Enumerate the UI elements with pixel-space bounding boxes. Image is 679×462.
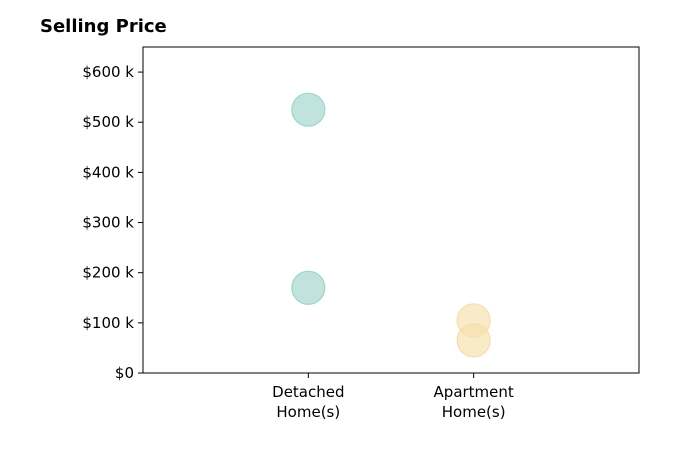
data-point: [456, 323, 491, 358]
data-point: [291, 92, 326, 127]
chart-title: Selling Price: [40, 16, 167, 37]
x-tick-label: Apartment Home(s): [434, 383, 514, 421]
y-tick-label: $400 k: [82, 163, 134, 181]
y-tick-label: $300 k: [82, 214, 134, 232]
data-point: [291, 270, 326, 305]
y-tick-label: $100 k: [82, 314, 134, 332]
x-tick-label: Detached Home(s): [272, 383, 344, 421]
y-tick-label: $0: [115, 364, 134, 382]
plot-frame: [142, 46, 640, 374]
y-tick-label: $600 k: [82, 63, 134, 81]
y-tick-label: $200 k: [82, 264, 134, 282]
y-tick-label: $500 k: [82, 113, 134, 131]
